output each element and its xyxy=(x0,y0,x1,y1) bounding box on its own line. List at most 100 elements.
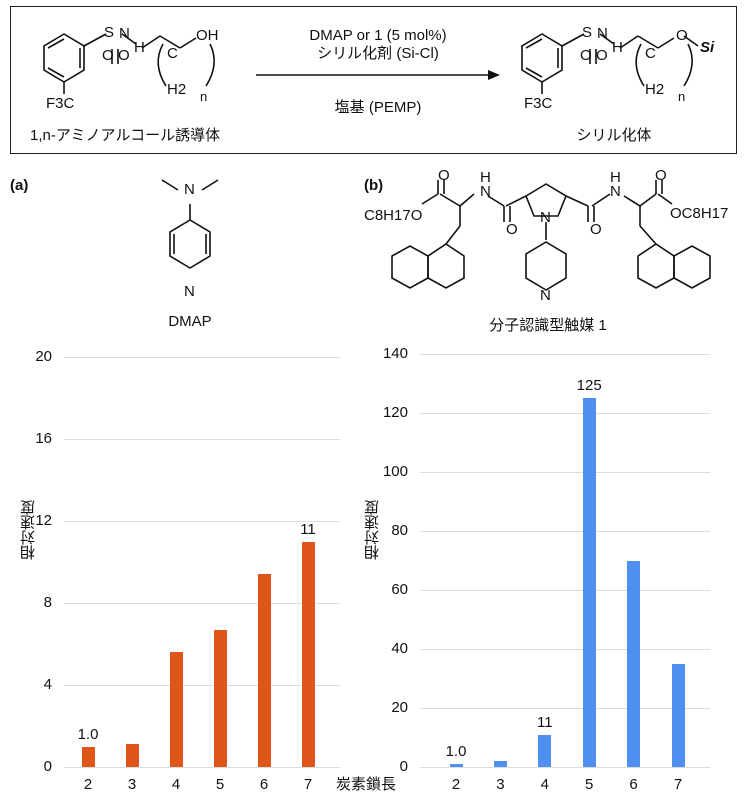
chart-b-xtick-label: 4 xyxy=(540,776,549,793)
chart-b-bar xyxy=(449,764,463,767)
chart-b-ytick-label: 100 xyxy=(382,463,408,480)
chart-a-gridline xyxy=(64,767,340,768)
reactant-n-subscript: n xyxy=(200,89,208,104)
reactant-s-atom: S xyxy=(104,24,115,41)
catalyst-1-o-atom-1: O xyxy=(438,167,450,184)
product-o-atom-2: O xyxy=(596,47,608,64)
catalyst-1-nh-right: N xyxy=(610,183,621,200)
catalyst-1-n-pyrrolidine: N xyxy=(540,209,551,226)
chart-b-xtick-label: 5 xyxy=(585,776,594,793)
chart-b-gridline xyxy=(420,531,710,532)
product-h-atom: H xyxy=(612,39,623,56)
chart-b-ylabel: 相対速度 xyxy=(364,500,381,560)
chart-b-ytick-label: 40 xyxy=(391,640,408,657)
arrow-condition-base: 塩基 (PEMP) xyxy=(334,99,422,116)
reactant-n-atom: N xyxy=(119,25,130,42)
chart-a-bar xyxy=(213,629,227,767)
chart-b-gridline xyxy=(420,472,710,473)
chart-a-bar xyxy=(257,574,271,767)
chart-a-bar xyxy=(169,652,183,767)
reaction-arrow xyxy=(256,70,500,80)
chart-a-xtick-label: 2 xyxy=(83,776,93,793)
chart-b-gridline xyxy=(420,767,710,768)
chart-b-bar xyxy=(538,734,552,767)
reaction-scheme-box xyxy=(10,6,737,154)
chart-b-bar xyxy=(671,663,685,767)
chart-b-ytick-label: 0 xyxy=(399,758,408,775)
product-n-subscript: n xyxy=(678,89,686,104)
product-f3c-group: F3C xyxy=(524,95,553,112)
reactant-oh-group: OH xyxy=(196,27,219,44)
chart-a-gridline xyxy=(64,685,340,686)
chart-b-gridline xyxy=(420,590,710,591)
chart-b-bar xyxy=(627,560,641,767)
chart-a-bar xyxy=(125,744,139,767)
chart-a-ytick-label: 4 xyxy=(43,676,52,693)
chart-b-ytick-label: 20 xyxy=(391,699,408,716)
chart-a-xtick-label: 6 xyxy=(259,776,269,793)
chart-b-gridline xyxy=(420,649,710,650)
chart-a-gridline xyxy=(64,357,340,358)
chart-b-xtick-label: 2 xyxy=(451,776,461,793)
reactant-o-atom-2: O xyxy=(118,47,130,64)
arrow-condition-catalyst: DMAP or 1 (5 mol%) xyxy=(309,27,447,44)
chart-a-ytick-label: 12 xyxy=(35,512,52,529)
chart-a-bar xyxy=(81,746,95,767)
catalyst-1-c8h17o-group: C8H17O xyxy=(364,207,423,224)
chart-b-ytick-label: 60 xyxy=(391,581,408,598)
product-n-atom: N xyxy=(597,25,608,42)
chart-b-data-label: 125 xyxy=(576,377,602,395)
chart-a-gridline xyxy=(64,521,340,522)
product-h2-group: H2 xyxy=(645,81,665,98)
chart-a-ytick-label: 16 xyxy=(35,430,52,447)
chart-a-xtick-label: 7 xyxy=(303,776,313,793)
product-s-atom: S xyxy=(582,24,593,41)
chart-a-ytick-label: 0 xyxy=(43,758,52,775)
chart-a-data-label: 1.0 xyxy=(77,725,99,743)
catalyst-1-o-atom-2: O xyxy=(506,221,518,238)
chart-b-ytick-label: 120 xyxy=(382,404,408,421)
reactant-h2-group: H2 xyxy=(167,81,187,98)
dmap-label: DMAP xyxy=(168,313,212,330)
chart-a-xtick-label: 5 xyxy=(215,776,225,793)
reactant-f3c-group: F3C xyxy=(46,95,75,112)
chart-b-xtick-label: 7 xyxy=(673,776,683,793)
chart-b-ytick-label: 140 xyxy=(382,345,408,362)
chart-b-gridline xyxy=(420,413,710,414)
chart-a-gridline xyxy=(64,603,340,604)
chart-a-gridline xyxy=(64,439,340,440)
catalyst-1-oc8h17-group: OC8H17 xyxy=(670,205,729,222)
product-o-atom-1: O xyxy=(580,47,592,64)
reactant-c-atom: C xyxy=(167,45,178,62)
chart-b-data-label: 1.0 xyxy=(445,743,467,761)
arrow-condition-silyl-reagent: シリル化剤 (Si-Cl) xyxy=(317,45,439,62)
chart-a-dmap-relative-rate: 0 4 8 12 16 20 2 1.0 3 4 5 6 7 11 xyxy=(0,340,360,800)
chart-b-gridline xyxy=(420,708,710,709)
product-o-atom: O xyxy=(676,27,688,44)
chart-b-data-label: 11 xyxy=(537,713,553,731)
product-name: シリル化体 xyxy=(576,127,652,144)
product-structure xyxy=(521,33,699,94)
catalyst-1-label: 分子認識型触媒 1 xyxy=(489,317,607,334)
x-axis-label: 炭素鎖長 xyxy=(336,776,397,793)
catalyst-1-n-pyridine: N xyxy=(540,287,551,304)
chart-a-data-label: 11 xyxy=(300,520,316,538)
chart-b-xtick-label: 6 xyxy=(629,776,638,793)
catalyst-1-o-atom-3: O xyxy=(590,221,602,238)
chart-a-ytick-label: 8 xyxy=(43,594,52,611)
chart-b-catalyst1-relative-rate: 0 20 40 60 80 100 120 140 2 1.0 3 4 11 5 125 6 7 xyxy=(360,340,749,800)
chart-b-bar xyxy=(493,761,507,767)
chart-a-ytick-label: 20 xyxy=(35,348,52,365)
reactant-structure xyxy=(43,33,215,94)
dmap-structure xyxy=(161,179,219,269)
chart-a-bar xyxy=(301,541,315,767)
catalyst-1-nh-left: N xyxy=(480,183,491,200)
chart-b-ytick-label: 80 xyxy=(391,522,408,539)
chart-b-bar xyxy=(582,398,596,767)
product-si-group: Si xyxy=(700,39,715,56)
catalyst-1-h-right: H xyxy=(610,169,621,186)
catalyst-1-h-left: H xyxy=(480,169,491,186)
chart-b-xtick-label: 3 xyxy=(496,776,505,793)
catalyst-1-structure xyxy=(391,180,711,291)
product-c-atom: C xyxy=(645,45,656,62)
